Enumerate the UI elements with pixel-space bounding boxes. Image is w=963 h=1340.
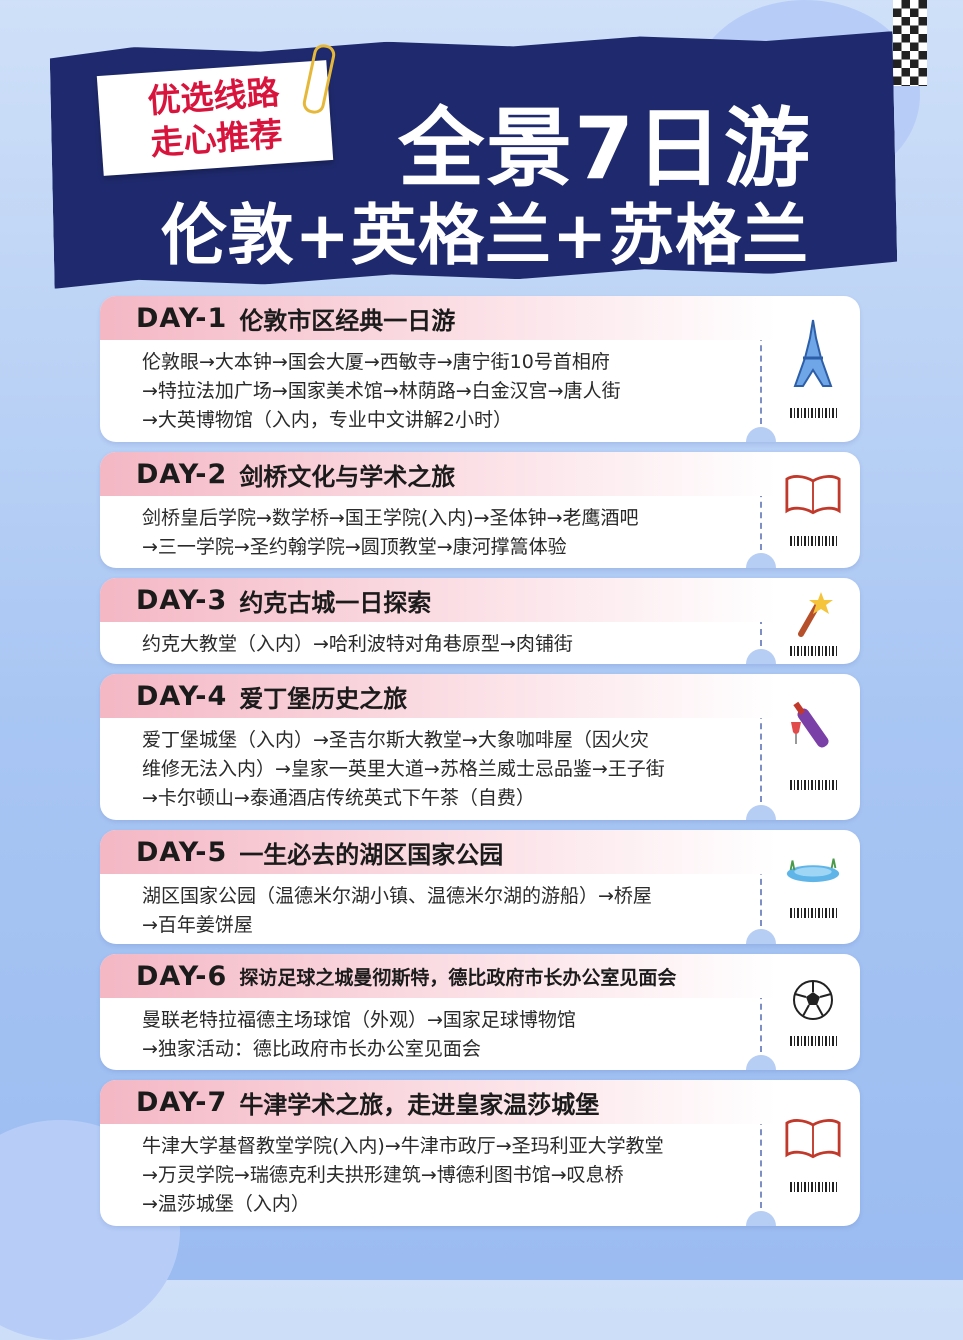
day-label: DAY-1 [136,302,228,334]
day-label: DAY-6 [136,960,228,992]
day-title: 探访足球之城曼彻斯特，德比政府市长办公室见面会 [239,966,677,989]
route-line: 剑桥皇后学院→数学桥→国王学院(入内)→圣体钟→老鹰酒吧 [142,507,639,529]
itinerary-card-day1: DAY-1 伦敦市区经典一日游 伦敦眼→大本钟→国会大厦→西敏寺→唐宁街10号首相… [100,296,860,442]
barcode [790,1036,838,1046]
day-title: 爱丁堡历史之旅 [239,684,408,713]
itinerary-card-day6: DAY-6 探访足球之城曼彻斯特，德比政府市长办公室见面会 曼联老特拉福德主场球馆… [100,954,860,1070]
barcode [790,1182,838,1192]
route-line: →温莎城堡（入内） [142,1193,310,1215]
barcode [790,536,838,546]
day-title: 伦敦市区经典一日游 [239,306,456,335]
day-route: 湖区国家公园（温德米尔湖小镇、温德米尔湖的游船）→桥屋 →百年姜饼屋 [100,874,742,940]
barcode [790,908,838,918]
route-line: →百年姜饼屋 [142,914,253,936]
route-line: →三一学院→圣约翰学院→圆顶教堂→康河撑篙体验 [142,536,567,558]
route-line: 爱丁堡城堡（入内）→圣吉尔斯大教堂→大象咖啡屋（因火灾 [142,729,649,751]
route-line: 曼联老特拉福德主场球馆（外观）→国家足球博物馆 [142,1009,576,1031]
itinerary-card-day4: DAY-4 爱丁堡历史之旅 爱丁堡城堡（入内）→圣吉尔斯大教堂→大象咖啡屋（因火灾… [100,674,860,820]
route-line: →特拉法加广场→国家美术馆→林荫路→白金汉宫→唐人街 [142,380,621,402]
route-line: →大英博物馆（入内，专业中文讲解2小时） [142,409,513,431]
route-line: 伦敦眼→大本钟→国会大厦→西敏寺→唐宁街10号首相府 [142,351,610,373]
barcode [790,408,838,418]
route-line: →独家活动：德比政府市长办公室见面会 [142,1038,481,1060]
day-title: 牛津学术之旅，走进皇家温莎城堡 [239,1090,600,1119]
open-book-icon [785,475,841,515]
route-line: 牛津大学基督教堂学院(入内)→牛津市政厅→圣玛利亚大学教堂 [142,1135,664,1157]
open-book-icon [785,1119,841,1159]
magic-wand-icon [798,592,833,637]
day-label: DAY-5 [136,836,228,868]
day-route: 伦敦眼→大本钟→国会大厦→西敏寺→唐宁街10号首相府 →特拉法加广场→国家美术馆… [100,340,742,435]
page-subtitle: 伦敦+英格兰+苏格兰 [160,197,810,274]
route-line: 维修无法入内）→皇家一英里大道→苏格兰威士忌品鉴→王子街 [142,758,665,780]
route-line: 湖区国家公园（温德米尔湖小镇、温德米尔湖的游船）→桥屋 [142,885,652,907]
barcode [790,646,838,656]
day-route: 牛津大学基督教堂学院(入内)→牛津市政厅→圣玛利亚大学教堂 →万灵学院→瑞德克利… [100,1124,742,1219]
sticker-line-2: 走心推荐 [149,114,284,163]
recommend-sticker: 优选线路 走心推荐 [96,60,334,176]
route-line: →万灵学院→瑞德克利夫拱形建筑→博德利图书馆→叹息桥 [142,1164,624,1186]
barcode [790,780,838,790]
route-line: →卡尔顿山→泰通酒店传统英式下午茶（自费） [142,787,535,809]
day-label: DAY-3 [136,584,228,616]
soccer-ball-icon [793,980,833,1020]
itinerary-card-day7: DAY-7 牛津学术之旅，走进皇家温莎城堡 牛津大学基督教堂学院(入内)→牛津市政… [100,1080,860,1226]
day-route: 剑桥皇后学院→数学桥→国王学院(入内)→圣体钟→老鹰酒吧 →三一学院→圣约翰学院… [100,496,742,562]
day-route: 爱丁堡城堡（入内）→圣吉尔斯大教堂→大象咖啡屋（因火灾 维修无法入内）→皇家一英… [100,718,742,813]
eiffel-tower-icon [793,319,833,387]
day-title: 剑桥文化与学术之旅 [239,462,456,491]
wine-bottle-icon [791,701,829,748]
day-title: 约克古城一日探索 [239,588,432,617]
day-label: DAY-7 [136,1086,228,1118]
day-title: 一生必去的湖区国家公园 [239,840,504,869]
lake-icon [786,858,840,883]
itinerary-card-day3: DAY-3 约克古城一日探索 约克大教堂（入内）→哈利波特对角巷原型→肉铺街 [100,578,860,664]
day-route: 约克大教堂（入内）→哈利波特对角巷原型→肉铺街 [100,622,742,659]
page-title: 全景7日游 [398,99,812,199]
day-label: DAY-4 [136,680,228,712]
day-route: 曼联老特拉福德主场球馆（外观）→国家足球博物馆 →独家活动：德比政府市长办公室见… [100,998,742,1064]
day-label: DAY-2 [136,458,228,490]
itinerary-card-day5: DAY-5 一生必去的湖区国家公园 湖区国家公园（温德米尔湖小镇、温德米尔湖的游船… [100,830,860,944]
itinerary-card-day2: DAY-2 剑桥文化与学术之旅 剑桥皇后学院→数学桥→国王学院(入内)→圣体钟→老… [100,452,860,568]
checker-decoration [893,0,927,86]
route-line: 约克大教堂（入内）→哈利波特对角巷原型→肉铺街 [142,633,573,655]
